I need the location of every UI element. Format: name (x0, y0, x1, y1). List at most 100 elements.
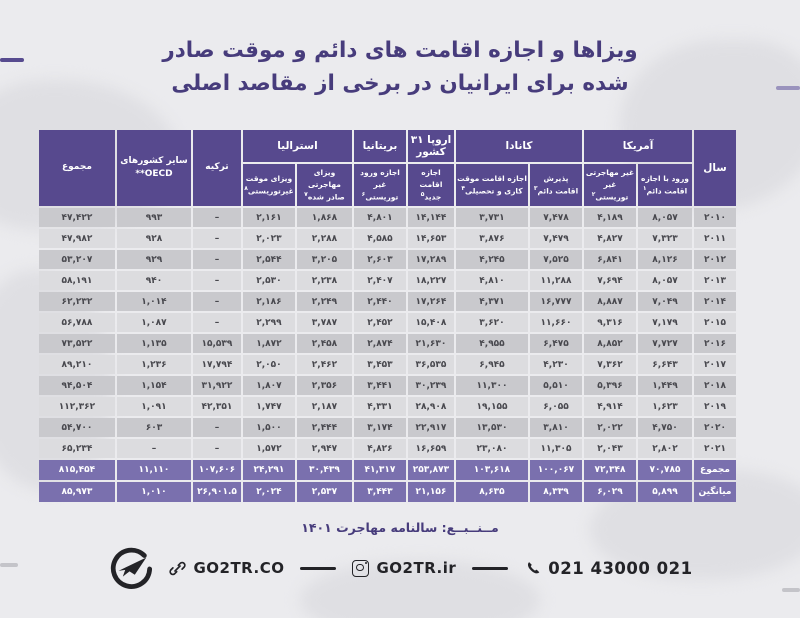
data-cell: ۳,۱۷۴ (353, 418, 406, 437)
col-header-australia: استرالیا (242, 130, 352, 162)
col-header-canada: کانادا (455, 130, 582, 162)
data-cell: ۴,۹۱۴ (584, 397, 636, 416)
data-cell: ۲,۵۳۷ (296, 482, 352, 502)
data-cell: ۱۱,۲۸۸ (530, 271, 582, 290)
data-cell: ۱,۵۷۲ (242, 439, 295, 458)
data-cell: ۹۲۸ (116, 229, 191, 248)
col-header-oecd: سایر کشورهای OECD** (116, 130, 191, 206)
data-cell: ۸,۸۵۲ (584, 334, 636, 353)
data-cell: ۶,۸۴۱ (584, 250, 636, 269)
phone-link[interactable]: 021 43000 021 (524, 559, 692, 578)
year-cell: ۲۰۱۲ (694, 250, 736, 269)
data-cell: ۱۹,۱۵۵ (455, 397, 528, 416)
data-cell: ۲,۰۲۴ (242, 482, 295, 502)
table-row: ۲۰۱۱ ۷,۳۲۳ ۴,۸۲۷ ۷,۴۷۹ ۳,۸۷۶ ۱۴,۶۵۳ ۴,۵۸۵ ۲,۲۸۸… (38, 229, 736, 248)
data-cell: ۴,۸۲۶ (353, 439, 406, 458)
data-cell: ۱۷,۲۶۴ (407, 292, 454, 311)
data-cell: – (116, 439, 191, 458)
data-cell: ۲,۰۵۰ (242, 355, 295, 374)
table-row: ۲۰۲۱ ۲,۸۰۲ ۲,۰۴۳ ۱۱,۳۰۵ ۲۳,۰۸۰ ۱۶,۶۵۹ ۴,۸۲۶ ۲,۹… (38, 439, 736, 458)
data-cell: ۲,۰۲۳ (242, 229, 295, 248)
data-cell: ۳,۸۱۰ (530, 418, 582, 437)
table-row: ۲۰۱۰ ۸,۰۵۷ ۴,۱۸۹ ۷,۴۷۸ ۳,۷۳۱ ۱۴,۱۴۴ ۴,۸۰۱ ۱,۸۶۸… (38, 208, 736, 227)
data-cell: ۸,۳۳۹ (530, 482, 582, 502)
data-cell: ۱,۷۴۷ (242, 397, 295, 416)
go2tr-logo (107, 545, 153, 591)
footnote-mark: ۶ (361, 190, 366, 198)
data-cell: ۱,۵۰۰ (242, 418, 295, 437)
data-cell: ۶,۰۲۹ (584, 482, 636, 502)
data-cell: – (192, 439, 241, 458)
data-cell: ۱۵,۵۳۹ (192, 334, 241, 353)
data-cell: ۴,۸۲۷ (584, 229, 636, 248)
data-cell: ۹,۳۱۶ (584, 313, 636, 332)
data-cell: ۱۱,۳۰۰ (455, 376, 528, 395)
data-cell: ۲,۰۴۳ (584, 439, 636, 458)
data-cell: ۷,۷۲۷ (638, 334, 692, 353)
title-line-1: ویزاها و اجازه اقامت های دائم و موقت صاد… (162, 38, 638, 63)
data-cell: ۵۶,۷۸۸ (38, 313, 115, 332)
link-icon (169, 561, 187, 575)
data-cell: ۷۲,۳۴۸ (584, 460, 636, 480)
instagram-link[interactable]: GO2TR.ir (352, 559, 456, 577)
data-cell: ۶,۴۷۵ (530, 334, 582, 353)
title-dash-left (0, 58, 24, 62)
data-cell: ۷,۳۲۳ (638, 229, 692, 248)
data-cell: ۴۷,۴۲۲ (38, 208, 115, 227)
data-cell: ۹۲۹ (116, 250, 191, 269)
data-cell: ۱۱,۶۶۰ (530, 313, 582, 332)
data-cell: ۳,۸۷۶ (455, 229, 528, 248)
footnote-mark: ۲ (591, 190, 596, 198)
data-cell: ۵۴,۷۰۰ (38, 418, 115, 437)
data-cell: ۱۶,۶۵۹ (407, 439, 454, 458)
table-row: ۲۰۱۲ ۸,۱۲۶ ۶,۸۴۱ ۷,۵۲۵ ۴,۲۴۵ ۱۷,۲۸۹ ۲,۶۰۳ ۳,۲۰۵… (38, 250, 736, 269)
col-header-year: سال (694, 130, 736, 206)
data-cell: – (192, 229, 241, 248)
website-link[interactable]: GO2TR.CO (169, 559, 284, 577)
data-cell: ۱,۱۳۵ (116, 334, 191, 353)
data-cell: ۱,۰۹۱ (116, 397, 191, 416)
data-cell: ۷,۱۷۹ (638, 313, 692, 332)
data-cell: ۱۱۲,۳۶۲ (38, 397, 115, 416)
data-cell: ۴,۸۱۰ (455, 271, 528, 290)
footnote-mark: ۱ (642, 185, 647, 193)
data-cell: ۴,۷۵۰ (638, 418, 692, 437)
data-cell: ۷,۰۴۹ (638, 292, 692, 311)
data-cell: ۲,۴۰۷ (353, 271, 406, 290)
data-cell: ۳,۴۴۳ (353, 482, 406, 502)
data-cell: ۳۰,۴۳۹ (296, 460, 352, 480)
data-cell: ۲۲,۹۱۷ (407, 418, 454, 437)
data-cell: ۷,۴۷۹ (530, 229, 582, 248)
subcol-au-migration-visa: ویزای مهاجرتی صادر شده۷ (296, 164, 352, 206)
data-cell: ۳,۲۰۵ (296, 250, 352, 269)
header-sub-row: ورود با اجازه اقامت دائم۱ غیر مهاجرتی غی… (39, 164, 736, 206)
data-cell: ۲,۳۵۶ (296, 376, 352, 395)
table-row: ۲۰۱۴ ۷,۰۴۹ ۸,۸۸۷ ۱۶,۷۷۷ ۴,۳۷۱ ۱۷,۲۶۴ ۲,۴۴۰ ۲,۲۴… (38, 292, 736, 311)
table-row: ۲۰۱۷ ۶,۶۴۳ ۷,۳۶۲ ۴,۲۳۰ ۶,۹۴۵ ۳۶,۵۳۵ ۳,۴۵۳ ۲,۴۶۲… (38, 355, 736, 374)
data-cell: ۲,۸۰۲ (638, 439, 692, 458)
data-cell: ۱۰۰,۰۶۷ (530, 460, 582, 480)
summary-row: میانگین ۵,۸۹۹ ۶,۰۲۹ ۸,۳۳۹ ۸,۶۳۵ ۲۱,۱۵۶ ۳,۴۴۳ ۲,… (38, 482, 736, 502)
year-cell: ۲۰۱۷ (694, 355, 736, 374)
phone-text: 021 43000 021 (548, 558, 693, 578)
data-cell: ۲,۲۴۹ (296, 292, 352, 311)
footnote-mark: ۵ (420, 190, 425, 198)
data-cell: ۱۱,۱۱۰ (116, 460, 191, 480)
data-cell: ۴,۲۴۵ (455, 250, 528, 269)
subcol-europe-newpermit: اجازه اقامت جدید۵ (407, 164, 454, 206)
data-cell: ۴,۱۸۹ (584, 208, 636, 227)
data-cell: ۸۵,۹۷۳ (38, 482, 115, 502)
data-cell: ۴,۵۸۵ (353, 229, 406, 248)
data-cell: ۱,۰۱۰ (116, 482, 191, 502)
data-cell: ۲۱,۶۳۰ (407, 334, 454, 353)
data-cell: ۲,۴۴۰ (353, 292, 406, 311)
data-cell: ۹۴,۵۰۴ (38, 376, 115, 395)
subcol-us-nonimmigrant: غیر مهاجرتی غیر توریستی۲ (584, 164, 636, 206)
data-cell: ۸,۶۳۵ (455, 482, 528, 502)
data-cell: ۲,۲۳۸ (296, 271, 352, 290)
data-cell: ۲,۴۶۲ (296, 355, 352, 374)
data-cell: ۲,۶۰۳ (353, 250, 406, 269)
data-cell: ۹۴۰ (116, 271, 191, 290)
data-cell: ۸,۸۸۷ (584, 292, 636, 311)
